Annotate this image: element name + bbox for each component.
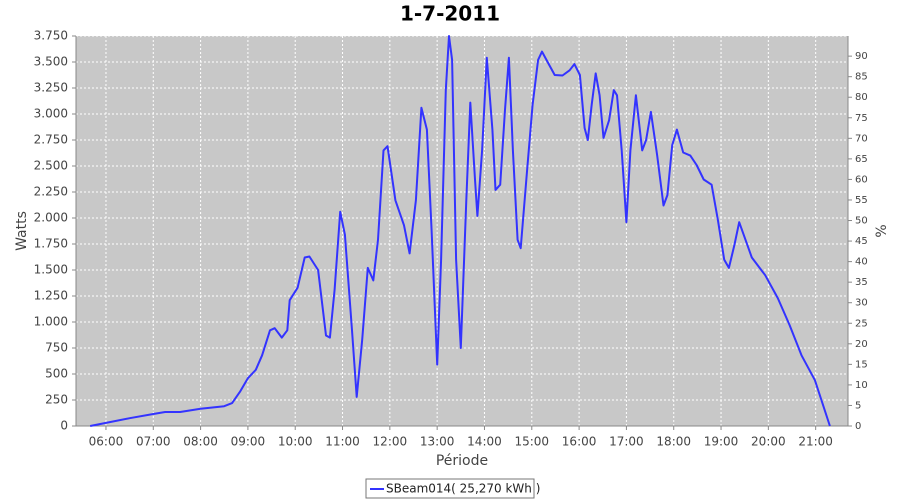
chart-title: 1-7-2011	[400, 2, 500, 26]
y2-tick-label: 50	[855, 216, 868, 227]
y-axis-label: Watts	[14, 211, 30, 251]
legend-label: SBeam014( 25,270 kWh )	[386, 482, 540, 496]
y2-tick-label: 55	[855, 195, 868, 206]
y2-tick-label: 70	[855, 133, 868, 144]
y2-tick-label: 45	[855, 236, 868, 247]
y-tick-label: 3.750	[34, 29, 68, 43]
x-tick-label: 10:00	[278, 435, 313, 449]
y-tick-label: 1.250	[34, 289, 68, 303]
y-tick-label: 2.500	[34, 159, 68, 173]
y-tick-label: 1.000	[34, 315, 68, 329]
y2-tick-label: 20	[855, 339, 868, 350]
y2-tick-label: 85	[855, 72, 868, 83]
x-tick-label: 18:00	[656, 435, 691, 449]
y2-tick-label: 75	[855, 113, 868, 124]
y-tick-label: 0	[60, 419, 68, 433]
x-tick-label: 13:00	[420, 435, 455, 449]
x-tick-label: 08:00	[183, 435, 218, 449]
y2-tick-label: 90	[855, 51, 868, 62]
x-tick-label: 06:00	[89, 435, 124, 449]
y-tick-label: 750	[45, 341, 68, 355]
y2-tick-label: 15	[855, 359, 868, 370]
x-tick-label: 15:00	[514, 435, 549, 449]
data-line	[90, 35, 831, 427]
x-tick-label: 17:00	[609, 435, 644, 449]
y-tick-label: 3.500	[34, 55, 68, 69]
x-tick-label: 09:00	[231, 435, 266, 449]
y2-tick-label: 40	[855, 257, 868, 268]
y-tick-label: 3.250	[34, 81, 68, 95]
x-tick-label: 14:00	[467, 435, 502, 449]
y2-tick-label: 30	[855, 298, 868, 309]
y-tick-label: 250	[45, 393, 68, 407]
y2-tick-label: 5	[855, 400, 861, 411]
x-tick-label: 12:00	[373, 435, 408, 449]
y2-tick-label: 35	[855, 277, 868, 288]
legend-box	[365, 478, 535, 499]
y-tick-label: 1.500	[34, 263, 68, 277]
y2-tick-label: 25	[855, 318, 868, 329]
y2-tick-label: 0	[855, 421, 861, 432]
y-tick-label: 2.250	[34, 185, 68, 199]
y-tick-label: 2.750	[34, 133, 68, 147]
x-tick-label: 21:00	[798, 435, 833, 449]
y-tick-label: 2.000	[34, 211, 68, 225]
y2-tick-label: 10	[855, 380, 868, 391]
x-tick-label: 16:00	[562, 435, 597, 449]
y-tick-label: 3.000	[34, 107, 68, 121]
x-tick-label: 11:00	[325, 435, 360, 449]
x-tick-label: 20:00	[751, 435, 786, 449]
y-tick-label: 500	[45, 367, 68, 381]
y2-axis-label: %	[874, 224, 890, 237]
x-tick-label: 07:00	[136, 435, 171, 449]
y2-tick-label: 65	[855, 154, 868, 165]
y2-tick-label: 60	[855, 174, 868, 185]
y2-tick-label: 80	[855, 92, 868, 103]
x-tick-label: 19:00	[704, 435, 739, 449]
x-axis-label: Période	[436, 453, 488, 469]
plot-area	[76, 36, 848, 426]
y-tick-label: 1.750	[34, 237, 68, 251]
